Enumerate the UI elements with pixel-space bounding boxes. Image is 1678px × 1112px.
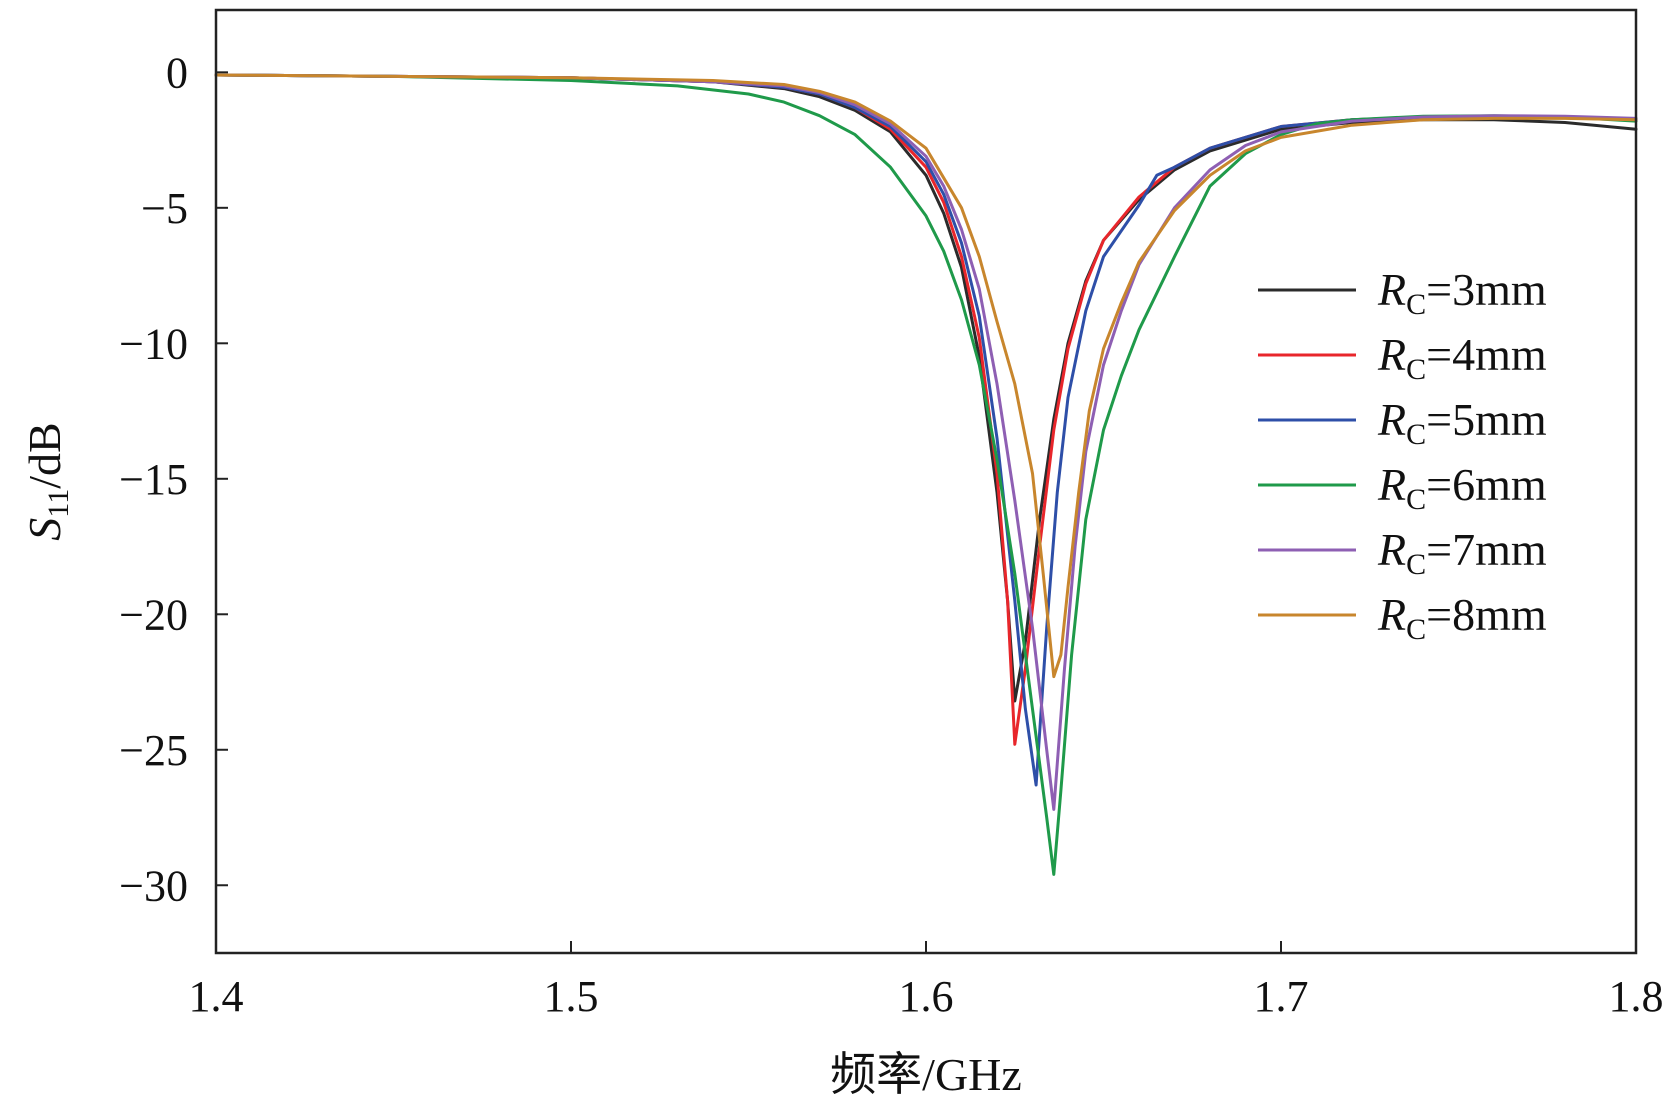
legend-item: RC=8mm [1258, 589, 1547, 646]
ticks-layer: 1.4 1.5 1.6 1.7 1.8 0 −5 −10 −15 −20 −25 −30 [119, 48, 1663, 1021]
legend-value: =6mm [1426, 459, 1547, 510]
y-tick-label: −30 [119, 861, 188, 910]
x-axis-title: 频率/GHz [830, 1049, 1022, 1100]
y-tick-label: −15 [119, 455, 188, 504]
legend-var: R [1377, 329, 1406, 380]
legend-value: =5mm [1426, 394, 1547, 445]
legend-value: =4mm [1426, 329, 1547, 380]
legend-sub: C [1406, 418, 1426, 451]
legend-label: RC=7mm [1377, 524, 1547, 581]
y-axis-title-var: S [19, 518, 70, 541]
y-axis-title: S11/dB [19, 422, 75, 540]
legend-var: R [1377, 524, 1406, 575]
legend-item: RC=5mm [1258, 394, 1547, 451]
legend-sub: C [1406, 613, 1426, 646]
legend-label: RC=4mm [1377, 329, 1547, 386]
legend-value: =3mm [1426, 264, 1547, 315]
x-tick-label: 1.8 [1609, 972, 1664, 1021]
series-line-8mm [214, 73, 1638, 679]
legend-var: R [1377, 589, 1406, 640]
y-axis-title-sub: 11 [42, 489, 75, 518]
y-tick-label: −5 [141, 184, 188, 233]
series-line-3mm [214, 73, 1638, 703]
legend-label: RC=3mm [1377, 264, 1547, 321]
legend-item: RC=3mm [1258, 264, 1547, 321]
x-tick-label: 1.4 [189, 972, 244, 1021]
legend-item: RC=4mm [1258, 329, 1547, 386]
legend-var: R [1377, 459, 1406, 510]
legend-label: RC=6mm [1377, 459, 1547, 516]
y-tick-label: −20 [119, 590, 188, 639]
legend-label: RC=5mm [1377, 394, 1547, 451]
x-tick-label: 1.5 [544, 972, 599, 1021]
legend-sub: C [1406, 483, 1426, 516]
series-layer [214, 73, 1638, 876]
legend-sub: C [1406, 353, 1426, 386]
legend-value: =8mm [1426, 589, 1547, 640]
y-tick-label: −25 [119, 726, 188, 775]
legend-sub: C [1406, 548, 1426, 581]
plot-frame [214, 8, 1638, 955]
legend-var: R [1377, 394, 1406, 445]
legend-item: RC=7mm [1258, 524, 1547, 581]
y-tick-label: 0 [166, 48, 188, 97]
x-tick-label: 1.6 [899, 972, 954, 1021]
legend-var: R [1377, 264, 1406, 315]
x-tick-label: 1.7 [1254, 972, 1309, 1021]
y-tick-label: −10 [119, 319, 188, 368]
legend-label: RC=8mm [1377, 589, 1547, 646]
y-axis-title-unit: /dB [19, 422, 70, 488]
legend-item: RC=6mm [1258, 459, 1547, 516]
legend-value: =7mm [1426, 524, 1547, 575]
legend-sub: C [1406, 288, 1426, 321]
